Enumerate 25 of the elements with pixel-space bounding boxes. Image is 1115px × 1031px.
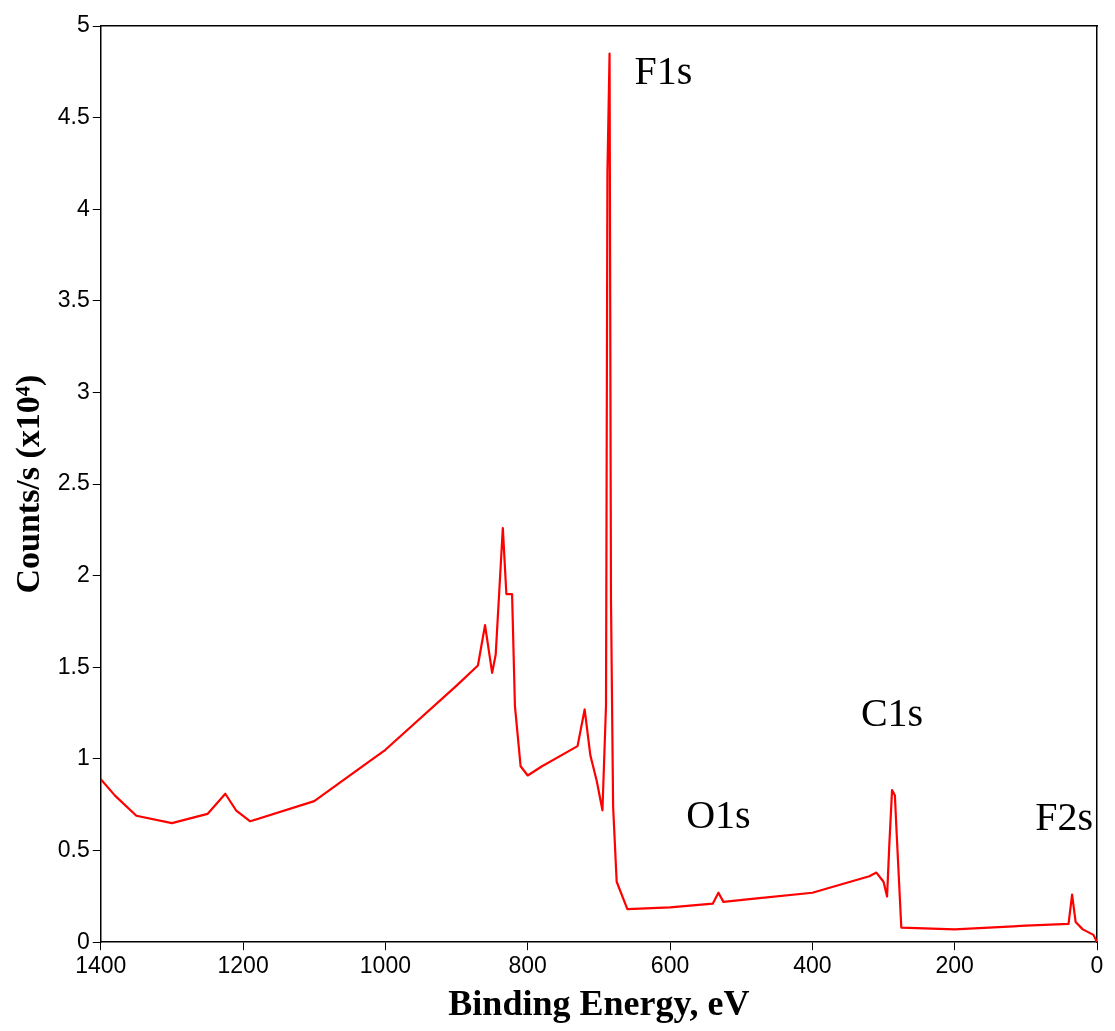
y-tick-label: 3.5 — [57, 286, 90, 313]
y-tick-label: 1.5 — [57, 652, 90, 679]
x-tick-label: 0 — [1090, 952, 1104, 979]
y-tick-label: 3 — [76, 377, 90, 404]
y-axis-title: Counts/s (x10⁴) — [9, 374, 48, 594]
y-tick-label: 2.5 — [57, 469, 90, 496]
y-tick-label: 0 — [76, 927, 90, 954]
x-tick-label: 600 — [650, 952, 690, 979]
x-tick-label: 1200 — [217, 952, 269, 979]
annotation: F2s — [1035, 794, 1093, 840]
x-tick-label: 1000 — [359, 952, 411, 979]
annotation: C1s — [860, 689, 924, 735]
y-tick-label: 4.5 — [57, 102, 90, 129]
x-tick-label: 400 — [793, 952, 832, 979]
x-axis-title: Binding Energy, eV — [448, 982, 750, 1023]
y-tick-label: 4 — [76, 194, 90, 221]
annotation: F1s — [634, 47, 693, 93]
annotation: O1s — [686, 792, 751, 838]
x-tick-label: 800 — [508, 952, 547, 979]
y-tick-label: 5 — [76, 11, 90, 38]
y-tick-label: 0.5 — [57, 835, 90, 862]
y-tick-label: 1 — [76, 744, 90, 771]
x-tick-label: 1400 — [75, 952, 127, 979]
y-tick-label: 2 — [76, 561, 90, 588]
x-tick-label: 200 — [935, 952, 974, 979]
